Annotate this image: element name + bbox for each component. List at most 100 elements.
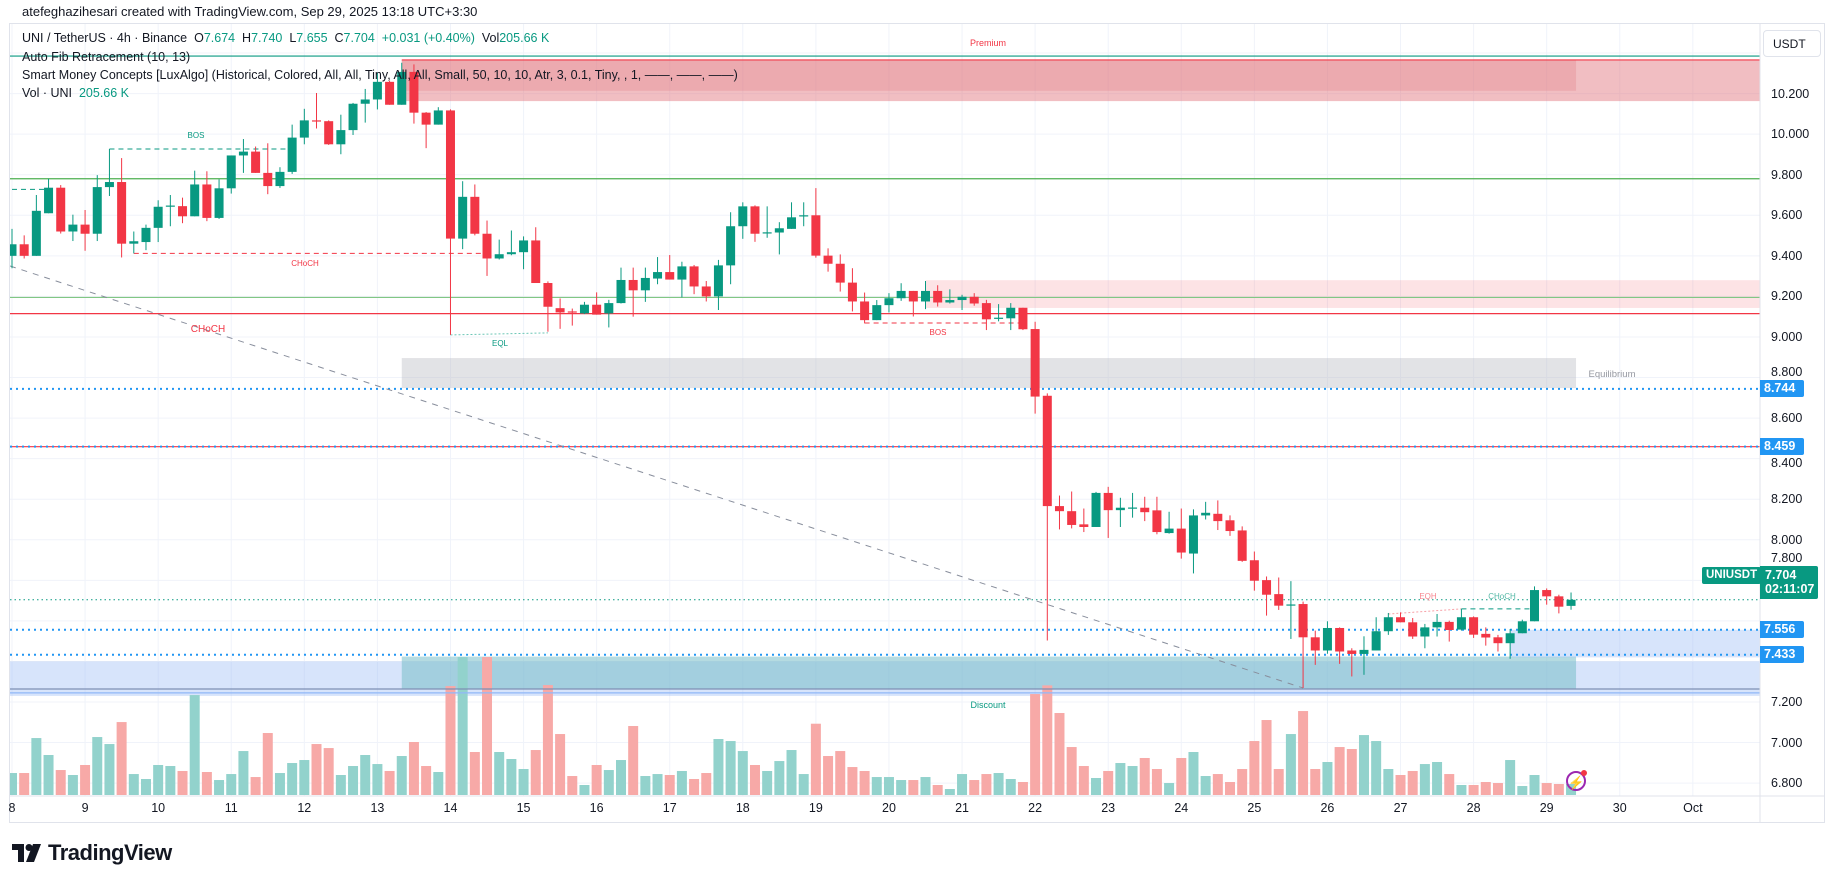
time-axis-tick: 26 bbox=[1320, 801, 1335, 815]
eql-line bbox=[450, 332, 548, 336]
volume-bar bbox=[506, 759, 517, 795]
volume-bar bbox=[859, 770, 870, 795]
price-axis-tick: 9.800 bbox=[1771, 167, 1803, 182]
volume-bar bbox=[1541, 783, 1552, 795]
volume-bar bbox=[603, 770, 614, 795]
fib-study-legend[interactable]: Auto Fib Retracement (10, 13) bbox=[22, 50, 191, 64]
volume-bar bbox=[701, 773, 712, 795]
candle bbox=[129, 231, 139, 254]
supply-zone bbox=[925, 280, 1760, 308]
candle bbox=[787, 202, 797, 229]
volume-bar bbox=[372, 764, 383, 795]
candle-body bbox=[799, 215, 809, 217]
volume-bar bbox=[323, 748, 334, 795]
candle bbox=[1371, 617, 1381, 651]
bos-label-red: BOS bbox=[929, 328, 947, 337]
candle-body bbox=[762, 232, 772, 234]
price-axis-tick: 6.800 bbox=[1771, 776, 1803, 791]
candle bbox=[981, 299, 991, 331]
candle-body bbox=[908, 290, 918, 302]
volume-bar bbox=[896, 780, 907, 795]
volume-bar bbox=[616, 760, 626, 795]
candle-body bbox=[1371, 631, 1381, 651]
candle-body bbox=[68, 224, 78, 232]
candle bbox=[482, 220, 492, 276]
candle bbox=[445, 109, 455, 335]
candle bbox=[1128, 492, 1138, 518]
candle-body bbox=[1152, 510, 1162, 533]
candle bbox=[1517, 619, 1527, 634]
volume-bar bbox=[1091, 777, 1102, 795]
candle bbox=[226, 155, 236, 194]
candle bbox=[153, 200, 163, 243]
volume-bar bbox=[664, 775, 675, 795]
volume-bar bbox=[189, 695, 200, 795]
candle bbox=[372, 72, 382, 110]
volume-bar bbox=[421, 766, 432, 795]
time-axis-tick: 30 bbox=[1612, 801, 1627, 815]
candle bbox=[884, 293, 894, 313]
last-price-value: 7.704 bbox=[1765, 568, 1797, 582]
candle-body bbox=[1018, 307, 1028, 330]
volume-bar bbox=[457, 657, 468, 795]
volume-bar bbox=[1164, 783, 1175, 795]
candle bbox=[1188, 509, 1198, 574]
candle-body bbox=[1030, 329, 1040, 397]
candle bbox=[92, 175, 102, 242]
candle-body bbox=[1383, 617, 1393, 632]
candle bbox=[1469, 616, 1479, 638]
volume-bar bbox=[1139, 757, 1150, 795]
volume-bar bbox=[1480, 782, 1491, 795]
candle bbox=[1432, 613, 1442, 637]
candle-body bbox=[604, 303, 614, 314]
volume-bar bbox=[10, 773, 17, 795]
volume-bar bbox=[798, 774, 809, 795]
volume-study-value: 205.66 K bbox=[78, 86, 130, 100]
time-axis-tick: 13 bbox=[370, 801, 385, 815]
candle-body bbox=[689, 266, 699, 287]
candle bbox=[1091, 491, 1101, 527]
volume-bar bbox=[542, 685, 553, 795]
volume-bar bbox=[908, 780, 919, 795]
time-axis-tick: 27 bbox=[1393, 801, 1408, 815]
candle bbox=[1554, 594, 1564, 614]
volume-bar bbox=[1298, 711, 1309, 795]
currency-button[interactable]: USDT bbox=[1763, 30, 1821, 57]
price-axis-tick: 7.200 bbox=[1771, 695, 1803, 709]
smc-study-legend[interactable]: Smart Money Concepts [LuxAlgo] (Historic… bbox=[22, 68, 738, 82]
volume-bar bbox=[737, 751, 748, 795]
candle bbox=[31, 195, 41, 256]
candle-body bbox=[750, 206, 760, 234]
price-axis-tick: 8.400 bbox=[1771, 456, 1803, 471]
candle bbox=[1408, 618, 1418, 639]
time-axis-tick: 10 bbox=[151, 801, 166, 815]
volume-bar bbox=[250, 777, 261, 795]
candle bbox=[860, 292, 870, 324]
volume-bar bbox=[408, 742, 419, 795]
symbol-legend[interactable]: UNI / TetherUS · 4h · Binance O7.674 H7.… bbox=[22, 31, 549, 45]
premium-zone bbox=[401, 59, 1577, 91]
candle bbox=[1237, 526, 1247, 562]
volume-bar bbox=[1285, 734, 1296, 795]
candle bbox=[348, 102, 358, 135]
eqh-label: EQH bbox=[1419, 592, 1437, 601]
candle-body bbox=[1310, 637, 1320, 651]
candle-body bbox=[360, 99, 370, 104]
candle bbox=[433, 107, 443, 125]
candle-body bbox=[1432, 621, 1442, 628]
volume-bar bbox=[80, 765, 91, 795]
lightning-icon[interactable]: ⚡ bbox=[1566, 770, 1587, 791]
candle-body bbox=[1079, 524, 1089, 527]
time-axis-tick: 17 bbox=[662, 801, 677, 815]
volume-study-legend[interactable]: Vol · UNI 205.66 K bbox=[22, 86, 129, 100]
candle bbox=[519, 236, 529, 270]
time-axis-tick: 22 bbox=[1028, 801, 1043, 815]
candle bbox=[969, 293, 979, 306]
candle-body bbox=[921, 290, 930, 302]
trendline-dashed bbox=[10, 265, 1304, 689]
volume-bar bbox=[360, 755, 371, 795]
volume-bar bbox=[1237, 769, 1248, 795]
candle-body bbox=[104, 182, 114, 188]
candle bbox=[421, 112, 431, 149]
